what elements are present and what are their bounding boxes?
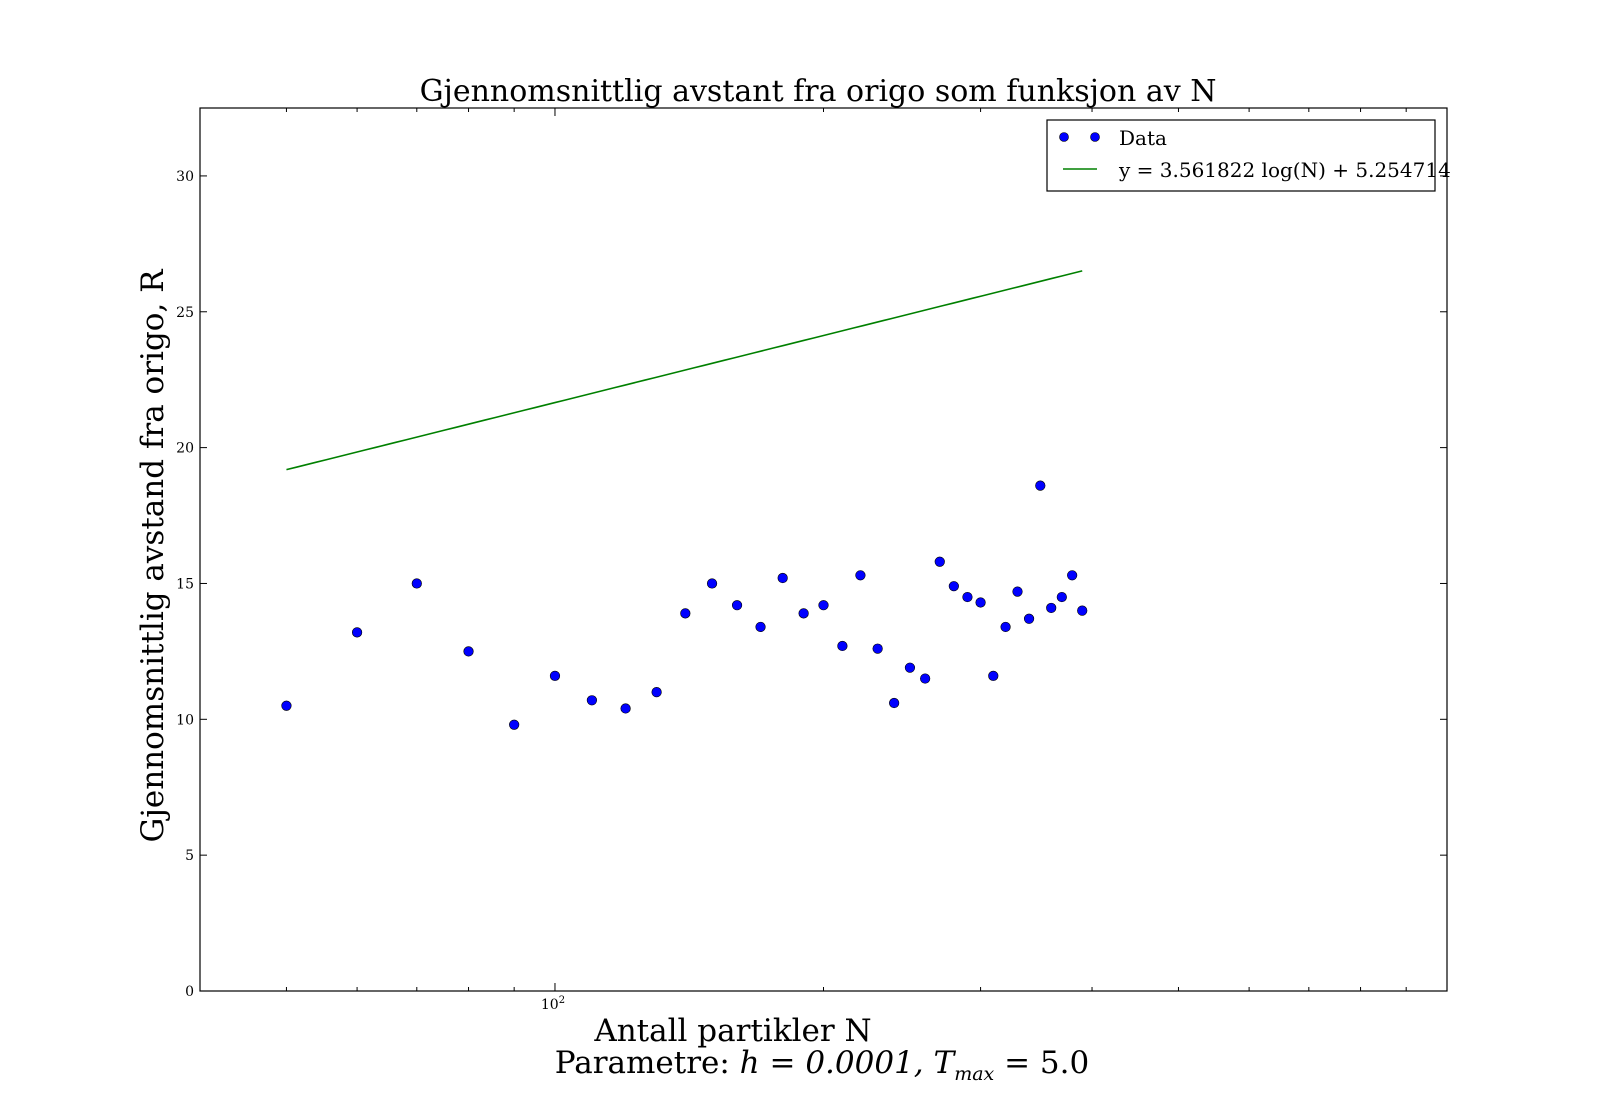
data-point: [818, 600, 829, 611]
data-point: [651, 687, 662, 698]
y-tick-label: 15: [176, 576, 194, 592]
parameters-subscript: max: [954, 1063, 994, 1085]
data-point: [837, 640, 848, 652]
chart-title: Gjennomsnittlig avstant fra origo som fu…: [420, 74, 1217, 109]
data-point: [281, 700, 292, 711]
x-tick-label: 102: [541, 995, 565, 1013]
data-point: [463, 646, 474, 657]
data-points-layer: [281, 480, 1088, 730]
legend: Data y = 3.561822 log(N) + 5.254714: [1046, 119, 1451, 192]
legend-label-fit: y = 3.561822 log(N) + 5.254714: [1118, 158, 1451, 182]
legend-label-data: Data: [1119, 126, 1167, 150]
data-point: [934, 556, 945, 567]
fit-line-layer: [286, 270, 1083, 471]
data-point: [680, 608, 691, 619]
data-point: [1035, 480, 1046, 491]
data-point: [1077, 605, 1088, 616]
x-tick-label-base: 10: [541, 997, 559, 1013]
data-point: [1000, 621, 1011, 633]
data-point: [1046, 602, 1057, 614]
data-point: [920, 673, 931, 684]
data-point: [1012, 586, 1023, 597]
parameters-label: Parametre: h = 0.0001, Tmax = 5.0: [555, 1045, 1089, 1085]
y-tick-label: 25: [176, 305, 194, 321]
data-point: [509, 719, 520, 730]
data-point: [755, 621, 766, 633]
y-tick-label: 10: [176, 712, 194, 728]
data-point: [962, 591, 973, 603]
fit-line: [286, 270, 1083, 471]
data-point: [586, 695, 597, 706]
x-tick-label-exponent: 2: [559, 995, 565, 1006]
legend-marker-data-2: [1090, 132, 1100, 142]
y-tick-label: 30: [176, 169, 194, 185]
data-point: [1067, 570, 1078, 581]
data-point: [777, 572, 788, 584]
data-point: [988, 670, 999, 681]
data-point: [1023, 613, 1035, 624]
data-point: [351, 627, 363, 638]
plot-frame: [199, 107, 1448, 992]
data-point: [948, 581, 959, 592]
x-axis-ticks: 102: [285, 108, 1407, 1013]
y-tick-label: 20: [176, 441, 194, 457]
data-point: [872, 643, 883, 654]
data-point: [798, 608, 809, 619]
x-axis-label: Antall partikler N: [593, 1013, 871, 1049]
data-point: [975, 597, 986, 608]
data-point: [731, 600, 743, 611]
data-point: [904, 662, 916, 673]
parameters-prefix: Parametre:: [555, 1045, 740, 1081]
data-point: [549, 670, 561, 681]
data-point: [889, 697, 900, 709]
y-axis-ticks: 0 5 10 15 20 25 30: [176, 169, 1447, 1000]
parameters-tail: = 5.0: [994, 1045, 1089, 1081]
y-axis-label: Gjennomsnittlig avstand fra origo, R: [135, 268, 171, 843]
data-point: [411, 578, 422, 589]
legend-box: [1046, 119, 1436, 192]
parameters-math: h = 0.0001, T: [740, 1045, 957, 1081]
y-tick-label: 0: [185, 984, 194, 1000]
data-point: [855, 570, 866, 581]
legend-marker-data-1: [1059, 132, 1069, 142]
data-point: [620, 703, 631, 714]
y-tick-label: 5: [185, 848, 194, 864]
data-point: [706, 578, 718, 589]
data-point: [1056, 591, 1067, 603]
